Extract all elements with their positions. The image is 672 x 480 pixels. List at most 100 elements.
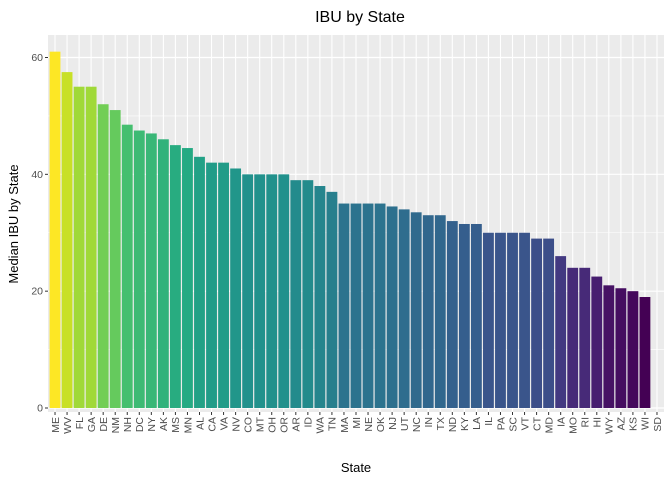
x-tick-label: AK: [158, 417, 170, 431]
bar-mo: [567, 267, 579, 408]
x-tick-label: MD: [543, 417, 555, 434]
bar-de: [97, 104, 109, 408]
bar-ne: [362, 203, 374, 408]
bar-ms: [169, 145, 181, 408]
bar-id: [302, 180, 314, 408]
bar-mt: [254, 174, 266, 408]
x-tick-label: NV: [230, 417, 242, 432]
y-tick-label: 60: [31, 52, 43, 64]
x-axis-title: State: [341, 460, 371, 475]
x-tick-label: SC: [507, 417, 519, 432]
x-tick-label: MS: [170, 417, 182, 433]
x-tick-label: DC: [134, 417, 146, 433]
x-tick-label: TN: [327, 417, 339, 431]
bars: [49, 51, 651, 409]
x-tick-label: MO: [568, 417, 580, 434]
x-tick-label: IL: [483, 417, 495, 426]
bar-ut: [398, 209, 410, 408]
x-tick-label: PA: [495, 417, 507, 430]
x-tick-label: CA: [206, 417, 218, 432]
bar-ny: [145, 133, 157, 409]
chart-title: IBU by State: [315, 9, 405, 26]
bar-nc: [410, 212, 422, 408]
x-tick-label: VT: [519, 416, 531, 430]
x-tick-label: AL: [194, 417, 206, 430]
x-tick-label: OH: [267, 417, 279, 433]
bar-mi: [350, 203, 362, 408]
x-tick-label: WY: [604, 417, 616, 434]
bar-ma: [338, 203, 350, 408]
bar-vt: [519, 232, 530, 408]
bar-wi: [639, 297, 651, 408]
bar-ks: [627, 291, 639, 408]
x-tick-label: LA: [471, 417, 483, 430]
y-axis: 0 20 40 60: [31, 52, 48, 415]
bar-ri: [579, 267, 591, 408]
x-tick-label: UT: [399, 416, 411, 431]
x-tick-label: WA: [315, 417, 327, 434]
bar-nj: [386, 206, 398, 408]
bar-nh: [121, 124, 133, 408]
bar-me: [49, 51, 61, 409]
x-tick-label: RI: [580, 417, 592, 428]
bar-nm: [109, 110, 121, 408]
bar-ar: [290, 180, 302, 408]
bar-hi: [591, 276, 603, 408]
bar-md: [543, 238, 555, 408]
x-tick-label: OR: [279, 417, 291, 433]
x-tick-label: NJ: [387, 417, 399, 430]
x-tick-label: MA: [339, 417, 351, 433]
bar-wa: [314, 186, 326, 408]
x-tick-label: CT: [531, 416, 543, 431]
y-tick-label: 0: [37, 403, 43, 415]
bar-dc: [133, 130, 145, 409]
x-tick-label: IN: [423, 417, 435, 428]
x-tick-label: OK: [375, 417, 387, 432]
bar-co: [242, 174, 254, 408]
bar-pa: [495, 232, 506, 408]
bar-ky: [458, 223, 470, 408]
bar-wy: [603, 285, 615, 408]
bar-al: [194, 156, 205, 408]
bar-fl: [73, 86, 85, 408]
bar-ga: [85, 86, 97, 408]
y-axis-title: Median IBU by State: [6, 164, 21, 283]
x-tick-label: KS: [628, 417, 640, 431]
bar-sc: [507, 232, 518, 408]
x-tick-label: NC: [411, 417, 423, 433]
x-tick-label: IA: [555, 417, 567, 427]
x-tick-label: AZ: [616, 416, 628, 430]
y-tick-label: 40: [31, 169, 43, 181]
bar-az: [615, 288, 627, 408]
x-tick-label: NH: [122, 417, 134, 432]
x-tick-label: FL: [74, 417, 86, 429]
bar-il: [483, 232, 494, 408]
bar-la: [470, 223, 482, 408]
bar-mn: [182, 148, 193, 408]
x-axis: ME WV FL GA DE NM NH DC NY AK MS MN AL CA VA NV CO MT OH OR…: [50, 412, 664, 434]
x-tick-label: MI: [351, 417, 363, 429]
bar-nd: [446, 221, 458, 408]
x-tick-label: ND: [447, 417, 459, 433]
bar-ak: [157, 139, 169, 409]
x-tick-label: TX: [435, 417, 447, 430]
x-tick-label: WI: [640, 417, 652, 430]
bar-oh: [266, 174, 278, 408]
bar-nv: [230, 168, 242, 408]
x-tick-label: AR: [291, 417, 303, 432]
x-tick-label: HI: [592, 417, 604, 428]
bar-or: [278, 174, 290, 408]
bar-va: [218, 162, 229, 408]
x-tick-label: NE: [363, 417, 375, 432]
x-tick-label: DE: [98, 417, 110, 432]
x-tick-label: ME: [50, 417, 62, 433]
bar-tn: [326, 191, 338, 408]
x-tick-label: CO: [242, 417, 254, 433]
x-tick-label: NM: [110, 417, 122, 433]
x-tick-label: GA: [86, 417, 98, 432]
bar-ok: [374, 203, 386, 408]
x-tick-label: NY: [146, 417, 158, 432]
bar-ct: [531, 238, 543, 408]
bar-wv: [61, 72, 73, 409]
